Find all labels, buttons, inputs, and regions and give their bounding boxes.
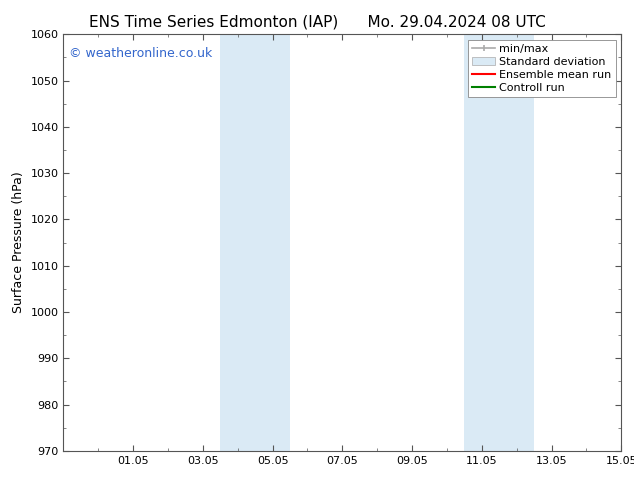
Text: ENS Time Series Edmonton (IAP)      Mo. 29.04.2024 08 UTC: ENS Time Series Edmonton (IAP) Mo. 29.04…: [89, 15, 545, 30]
Bar: [221, 34, 255, 451]
Y-axis label: Surface Pressure (hPa): Surface Pressure (hPa): [12, 172, 25, 314]
Text: © weatheronline.co.uk: © weatheronline.co.uk: [69, 47, 212, 60]
Legend: min/max, Standard deviation, Ensemble mean run, Controll run: min/max, Standard deviation, Ensemble me…: [468, 40, 616, 97]
Bar: [464, 34, 500, 451]
Bar: [255, 34, 290, 451]
Bar: [500, 34, 534, 451]
